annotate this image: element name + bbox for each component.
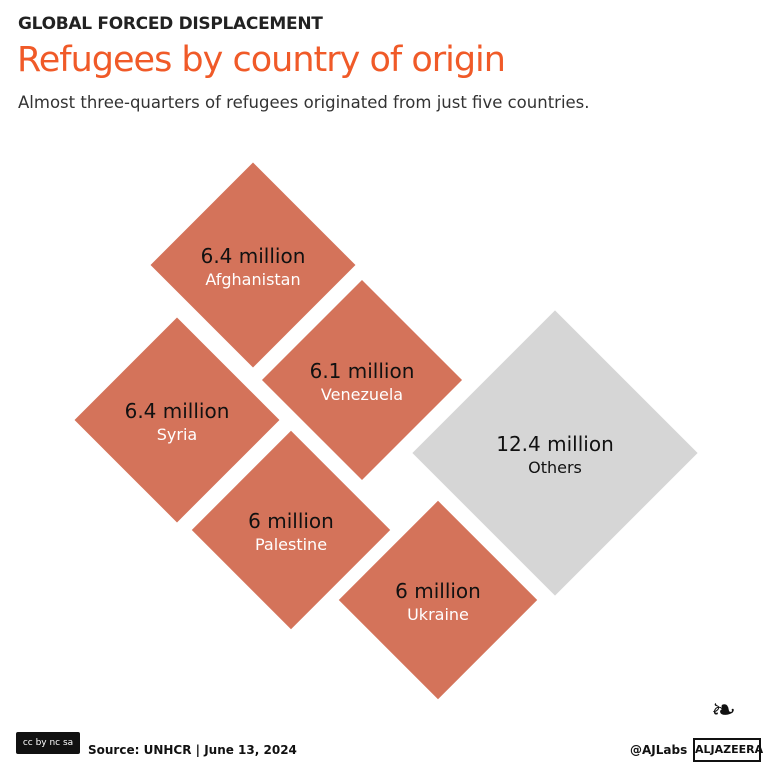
category-label: Ukraine (407, 605, 469, 624)
category-label: Venezuela (321, 385, 403, 404)
value-label: 6 million (248, 509, 334, 533)
diamond-venezuela: 6.1 million Venezuela (261, 279, 463, 481)
diamond-others: 12.4 million Others (412, 310, 698, 596)
category-label: Others (528, 458, 582, 477)
source-text: Source: UNHCR | June 13, 2024 (88, 743, 297, 757)
category-label: Palestine (255, 535, 327, 554)
diamond-palestine: 6 million Palestine (191, 430, 391, 630)
aljazeera-wordmark: ALJAZEERA (693, 738, 763, 762)
diamond-shape (338, 500, 538, 700)
value-label: 12.4 million (496, 432, 614, 456)
diamond-ukraine: 6 million Ukraine (338, 500, 538, 700)
aljazeera-logo-icon: ❧ (711, 693, 737, 728)
page-title: Refugees by country of origin (17, 40, 506, 80)
value-label: 6.4 million (201, 244, 306, 268)
category-label: Syria (157, 425, 197, 444)
kicker: GLOBAL FORCED DISPLACEMENT (18, 14, 323, 34)
category-label: Afghanistan (205, 270, 300, 289)
creative-commons-badge: cc by nc sa (16, 732, 80, 754)
diamond-shape (74, 317, 280, 523)
value-label: 6.1 million (310, 359, 415, 383)
diamond-afghanistan: 6.4 million Afghanistan (150, 162, 356, 368)
diamond-syria: 6.4 million Syria (74, 317, 280, 523)
diamond-shape (261, 279, 463, 481)
diamond-shape (150, 162, 356, 368)
diamond-shape (191, 430, 391, 630)
value-label: 6.4 million (125, 399, 230, 423)
aj-handle: @AJLabs (630, 743, 688, 757)
diamond-shape (412, 310, 698, 596)
subtitle: Almost three-quarters of refugees origin… (18, 93, 590, 112)
value-label: 6 million (395, 579, 481, 603)
